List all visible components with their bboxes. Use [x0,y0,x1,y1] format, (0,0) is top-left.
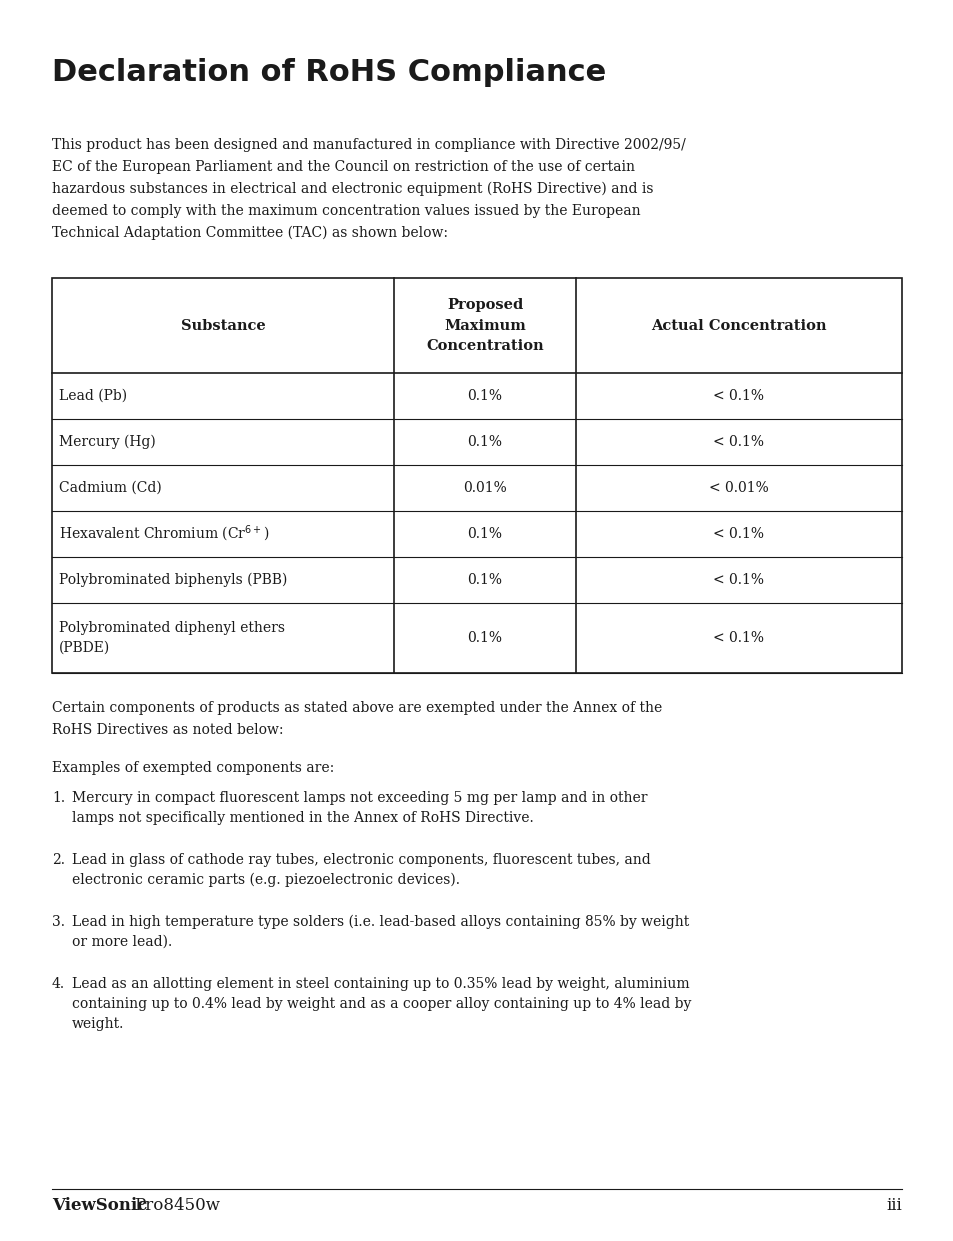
Text: Technical Adaptation Committee (TAC) as shown below:: Technical Adaptation Committee (TAC) as … [52,226,448,241]
Text: electronic ceramic parts (e.g. piezoelectronic devices).: electronic ceramic parts (e.g. piezoelec… [71,872,459,887]
Text: < 0.1%: < 0.1% [713,388,763,403]
Text: containing up to 0.4% lead by weight and as a cooper alloy containing up to 4% l: containing up to 0.4% lead by weight and… [71,997,691,1011]
Text: This product has been designed and manufactured in compliance with Directive 200: This product has been designed and manuf… [52,138,685,151]
Text: EC of the European Parliament and the Council on restriction of the use of certa: EC of the European Parliament and the Co… [52,160,635,174]
Text: or more lead).: or more lead). [71,934,172,949]
Text: 3.: 3. [52,915,65,930]
Text: Actual Concentration: Actual Concentration [651,319,826,333]
Text: Mercury (Hg): Mercury (Hg) [59,434,155,449]
Text: Substance: Substance [180,319,265,333]
Text: Certain components of products as stated above are exempted under the Annex of t: Certain components of products as stated… [52,701,661,715]
Text: Lead (Pb): Lead (Pb) [59,388,127,403]
Text: < 0.1%: < 0.1% [713,573,763,587]
Text: Examples of exempted components are:: Examples of exempted components are: [52,761,334,774]
Text: 0.1%: 0.1% [467,527,502,541]
Text: 0.1%: 0.1% [467,630,502,645]
Text: (PBDE): (PBDE) [59,642,111,655]
Text: hazardous substances in electrical and electronic equipment (RoHS Directive) and: hazardous substances in electrical and e… [52,182,653,196]
Text: Lead in glass of cathode ray tubes, electronic components, fluorescent tubes, an: Lead in glass of cathode ray tubes, elec… [71,853,650,867]
Text: Declaration of RoHS Compliance: Declaration of RoHS Compliance [52,58,605,87]
Text: 0.01%: 0.01% [462,482,506,495]
Bar [52,278,901,673]
Text: Proposed
Maximum
Concentration: Proposed Maximum Concentration [426,298,543,354]
Text: deemed to comply with the maximum concentration values issued by the European: deemed to comply with the maximum concen… [52,204,640,218]
Text: < 0.1%: < 0.1% [713,527,763,541]
Text: lamps not specifically mentioned in the Annex of RoHS Directive.: lamps not specifically mentioned in the … [71,812,533,825]
Text: ViewSonic: ViewSonic [52,1198,147,1214]
Text: Cadmium (Cd): Cadmium (Cd) [59,482,162,495]
Text: 1.: 1. [52,791,65,805]
Text: 2.: 2. [52,853,65,867]
Text: < 0.1%: < 0.1% [713,436,763,449]
Text: 0.1%: 0.1% [467,436,502,449]
Text: RoHS Directives as noted below:: RoHS Directives as noted below: [52,724,283,737]
Text: Pro8450w: Pro8450w [133,1198,220,1214]
Text: < 0.01%: < 0.01% [708,482,768,495]
Text: Polybrominated diphenyl ethers: Polybrominated diphenyl ethers [59,620,285,635]
Text: < 0.1%: < 0.1% [713,630,763,645]
Text: 0.1%: 0.1% [467,388,502,403]
Text: Lead as an allotting element in steel containing up to 0.35% lead by weight, alu: Lead as an allotting element in steel co… [71,977,689,992]
Text: weight.: weight. [71,1018,124,1031]
Text: Lead in high temperature type solders (i.e. lead-based alloys containing 85% by : Lead in high temperature type solders (i… [71,915,688,930]
Text: Hexavalent Chromium (Cr$^{6+}$): Hexavalent Chromium (Cr$^{6+}$) [59,524,269,544]
Text: iii: iii [885,1198,901,1214]
Text: 0.1%: 0.1% [467,573,502,587]
Text: Mercury in compact fluorescent lamps not exceeding 5 mg per lamp and in other: Mercury in compact fluorescent lamps not… [71,791,647,805]
Text: Polybrominated biphenyls (PBB): Polybrominated biphenyls (PBB) [59,573,287,587]
Text: 4.: 4. [52,977,65,992]
